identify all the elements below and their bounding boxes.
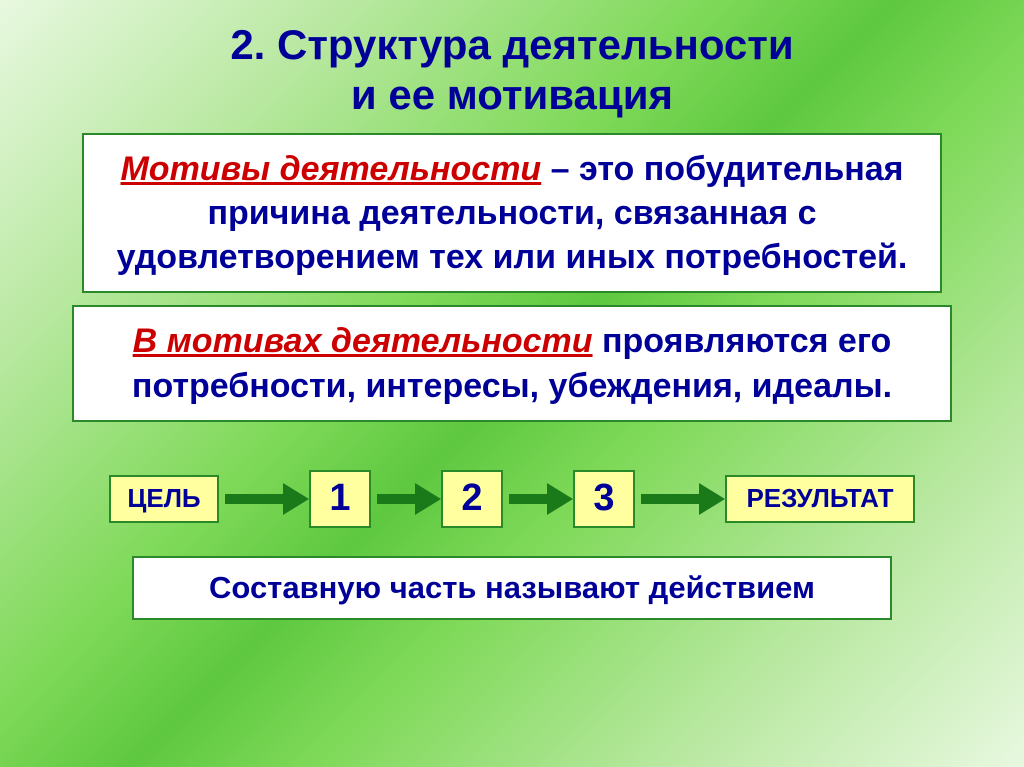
definition1-term: Мотивы деятельности — [120, 150, 541, 188]
footer-box: Составную часть называют действием — [132, 556, 892, 620]
arrow-icon — [371, 479, 441, 519]
arrow-icon — [219, 479, 309, 519]
arrow-icon — [635, 479, 725, 519]
title-line2: и ее мотивация — [0, 70, 1024, 120]
flow-step-2: 2 — [441, 470, 503, 528]
flow-step-1: 1 — [309, 470, 371, 528]
title-line1: 2. Структура деятельности — [0, 20, 1024, 70]
slide-title: 2. Структура деятельности и ее мотивация — [0, 0, 1024, 121]
definition1-dash: – — [541, 150, 579, 188]
flow-goal-box: ЦЕЛЬ — [109, 475, 219, 523]
definition-box-1: Мотивы деятельности – это побудительная … — [82, 133, 942, 294]
flow-step-3: 3 — [573, 470, 635, 528]
definition-box-2: В мотивах деятельности проявляются его п… — [72, 305, 952, 421]
arrow-icon — [503, 479, 573, 519]
definition2-term: В мотивах деятельности — [133, 322, 593, 360]
flow-result-box: РЕЗУЛЬТАТ — [725, 475, 915, 523]
flow-row: ЦЕЛЬ 1 2 3 РЕЗУЛЬТАТ — [0, 470, 1024, 528]
